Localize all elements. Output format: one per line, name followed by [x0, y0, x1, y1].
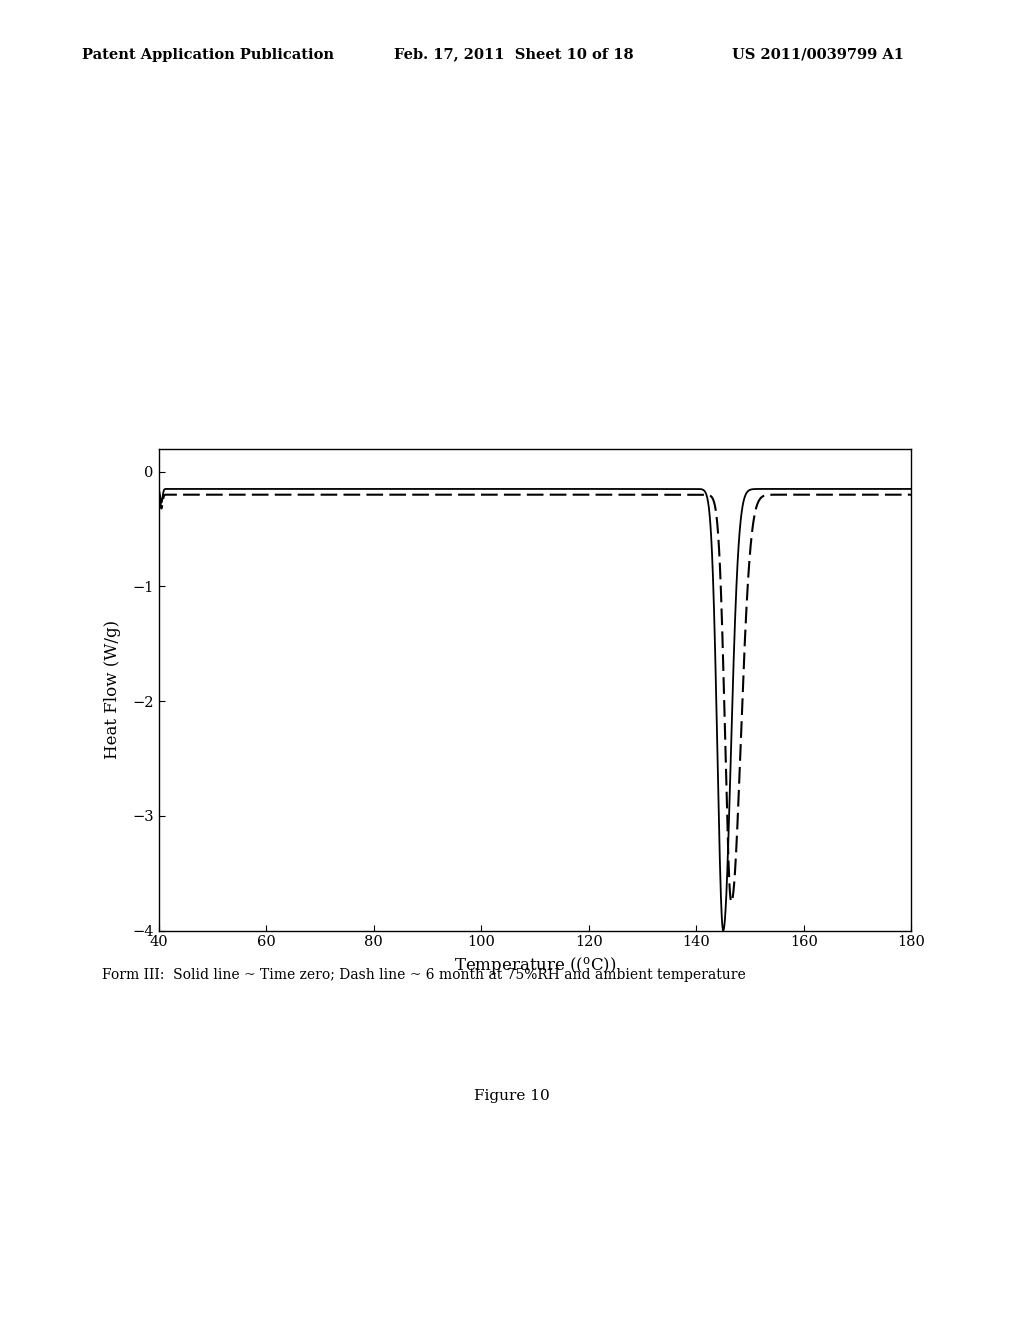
Text: Form III:  Solid line ~ Time zero; Dash line ~ 6 month at 75%RH and ambient temp: Form III: Solid line ~ Time zero; Dash l… — [102, 968, 746, 982]
X-axis label: Temperature ($\mathregular{(^oC)}$): Temperature ($\mathregular{(^oC)}$) — [454, 954, 616, 977]
Text: US 2011/0039799 A1: US 2011/0039799 A1 — [732, 48, 904, 62]
Text: Patent Application Publication: Patent Application Publication — [82, 48, 334, 62]
Y-axis label: Heat Flow (W/g): Heat Flow (W/g) — [104, 620, 121, 759]
Text: Figure 10: Figure 10 — [474, 1089, 550, 1104]
Text: Feb. 17, 2011  Sheet 10 of 18: Feb. 17, 2011 Sheet 10 of 18 — [394, 48, 634, 62]
